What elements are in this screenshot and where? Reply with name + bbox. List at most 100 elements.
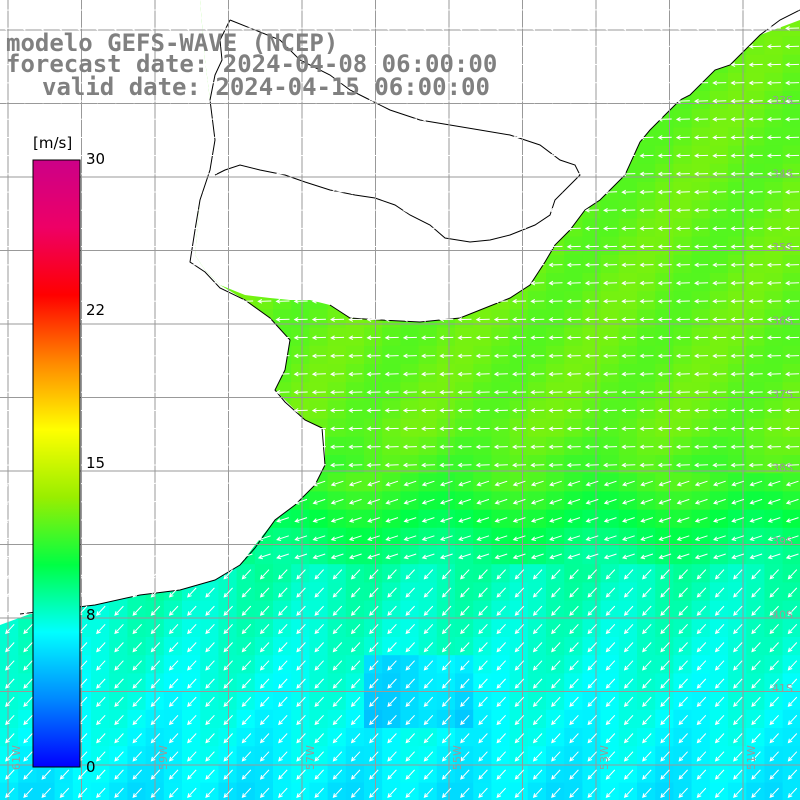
wind-arrow: [202, 153, 217, 159]
wind-arrow: [166, 171, 181, 177]
wind-arrow: [530, 426, 545, 432]
wind-arrow: [623, 623, 634, 635]
wind-arrow: [23, 714, 33, 726]
wind-cell: [509, 691, 529, 711]
wind-arrow: [512, 153, 527, 159]
wind-arrow: [493, 226, 508, 231]
wind-cell: [509, 473, 529, 492]
wind-arrow: [21, 553, 35, 560]
wind-arrow: [675, 335, 690, 341]
wind-arrow: [657, 44, 672, 49]
coastline-north: [329, 9, 800, 323]
wind-arrow: [387, 587, 397, 598]
wind-arrow: [278, 751, 288, 762]
lon-label: 61W: [10, 745, 23, 770]
wind-arrow: [748, 189, 763, 195]
wind-arrow: [478, 696, 488, 707]
wind-arrow: [241, 696, 252, 707]
wind-arrow: [293, 135, 308, 140]
wind-arrow: [566, 80, 581, 86]
wind-cell: [564, 673, 583, 693]
wind-arrow: [403, 535, 417, 541]
wind-arrow: [532, 660, 543, 671]
wind-arrow: [366, 444, 381, 450]
wind-cell: [200, 600, 219, 620]
wind-arrow: [460, 769, 470, 780]
wind-cell: [764, 291, 784, 310]
wind-cell: [455, 655, 474, 674]
wind-arrow: [96, 642, 106, 653]
wind-arrow: [203, 535, 217, 541]
wind-arrow: [785, 189, 800, 195]
wind-arrow: [530, 335, 545, 341]
wind-cell: [600, 600, 620, 620]
colorbar-unit: [m/s]: [33, 134, 73, 152]
wind-arrow: [293, 207, 308, 213]
wind-arrow: [330, 226, 345, 231]
wind-cell: [364, 764, 383, 784]
wind-cell: [473, 418, 492, 438]
wind-arrow: [731, 480, 745, 487]
wind-cell: [291, 691, 310, 711]
wind-arrow: [259, 660, 270, 671]
wind-arrow: [713, 517, 726, 523]
wind-arrow: [475, 317, 490, 322]
wind-cell: [637, 455, 656, 474]
wind-arrow: [132, 696, 142, 707]
wind-arrow: [369, 660, 379, 671]
wind-cell: [764, 182, 784, 201]
wind-cell: [509, 600, 529, 620]
wind-arrow: [530, 62, 545, 68]
wind-cell: [382, 764, 401, 784]
wind-arrow: [493, 116, 508, 122]
wind-arrow: [311, 44, 326, 49]
wind-cell: [527, 637, 547, 656]
wind-cell: [327, 309, 347, 329]
wind-cell: [709, 473, 729, 492]
wind-arrow: [532, 569, 543, 580]
wind-arrow: [642, 751, 652, 762]
wind-cell: [709, 200, 729, 219]
wind-arrow: [94, 553, 107, 560]
wind-arrow: [293, 353, 308, 359]
wind-arrow: [730, 98, 745, 104]
wind-arrow: [530, 80, 545, 86]
wind-cell: [182, 673, 201, 693]
wind-cell: [273, 655, 292, 674]
wind-arrow: [275, 426, 290, 432]
wind-cell: [728, 418, 747, 438]
wind-cell: [618, 655, 638, 674]
wind-arrow: [678, 569, 688, 580]
wind-arrow: [166, 444, 181, 450]
wind-cell: [218, 673, 238, 693]
wind-cell: [691, 145, 711, 165]
wind-arrow: [766, 244, 781, 250]
wind-cell: [728, 473, 747, 492]
wind-arrow: [749, 517, 763, 523]
wind-arrow: [457, 371, 472, 377]
wind-cell: [345, 637, 365, 656]
wind-cell: [673, 345, 693, 365]
wind-arrow: [566, 298, 581, 304]
wind-arrow: [785, 480, 799, 487]
wind-arrow: [332, 787, 343, 798]
wind-arrow: [330, 207, 345, 213]
wind-arrow: [293, 371, 308, 377]
wind-arrow: [93, 317, 108, 322]
wind-cell: [236, 746, 256, 765]
wind-arrow: [330, 353, 345, 359]
wind-arrow: [460, 787, 470, 798]
wind-arrow: [639, 426, 654, 432]
wind-cell: [364, 345, 383, 365]
wind-arrow: [221, 480, 235, 487]
wind-arrow: [512, 371, 527, 377]
wind-arrow: [221, 498, 235, 505]
wind-cell: [364, 400, 383, 420]
wind-arrow: [276, 517, 289, 523]
wind-arrow: [311, 62, 326, 68]
wind-cell: [327, 728, 347, 747]
wind-cell: [455, 364, 474, 383]
wind-cell: [527, 473, 547, 492]
wind-cell: [600, 327, 620, 347]
wind-arrow: [696, 696, 707, 707]
